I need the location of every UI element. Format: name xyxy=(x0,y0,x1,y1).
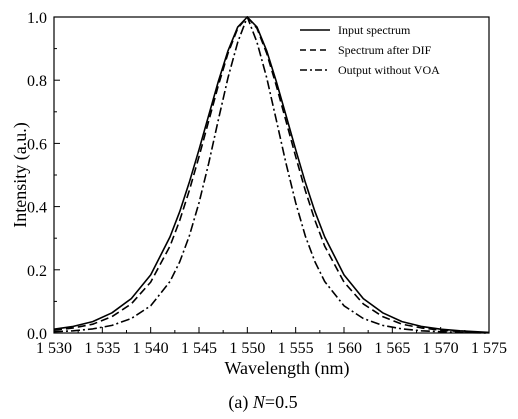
series-line xyxy=(53,16,490,334)
x-tick-label: 1 530 xyxy=(36,340,72,357)
x-tick-label: 1 545 xyxy=(181,340,217,357)
legend-label: Input spectrum xyxy=(338,23,411,37)
legend-label: Spectrum after DIF xyxy=(338,43,432,57)
legend: Input spectrum Spectrum after DIF Output w… xyxy=(300,23,440,77)
x-tick-label: 1 565 xyxy=(374,340,410,357)
caption-variable: N xyxy=(252,392,266,412)
series-line xyxy=(53,16,490,334)
y-tick-label: 0.2 xyxy=(27,263,47,280)
x-tick-label: 1 560 xyxy=(326,340,362,357)
y-tick-label: 0.8 xyxy=(27,73,47,90)
y-tick-label: 0.6 xyxy=(27,136,47,153)
legend-label: Output without VOA xyxy=(338,63,440,77)
series-line xyxy=(53,16,490,334)
y-axis-title: Intensity (a.u.) xyxy=(10,122,31,227)
x-tick-label: 1 570 xyxy=(423,340,459,357)
x-tick-label: 1 550 xyxy=(229,340,265,357)
y-tick-label: 0.0 xyxy=(27,326,47,343)
caption-prefix: (a) xyxy=(228,392,252,413)
y-tick-label: 0.4 xyxy=(27,200,47,217)
x-tick-label: 1 535 xyxy=(84,340,120,357)
y-tick-label: 1.0 xyxy=(27,10,47,27)
x-tick-label: 1 555 xyxy=(278,340,314,357)
x-tick-label: 1 575 xyxy=(471,340,507,357)
figure-caption: (a) N=0.5 xyxy=(228,392,297,413)
caption-suffix: =0.5 xyxy=(265,392,298,412)
x-tick-label: 1 540 xyxy=(133,340,169,357)
x-axis-title: Wavelength (nm) xyxy=(224,358,349,379)
